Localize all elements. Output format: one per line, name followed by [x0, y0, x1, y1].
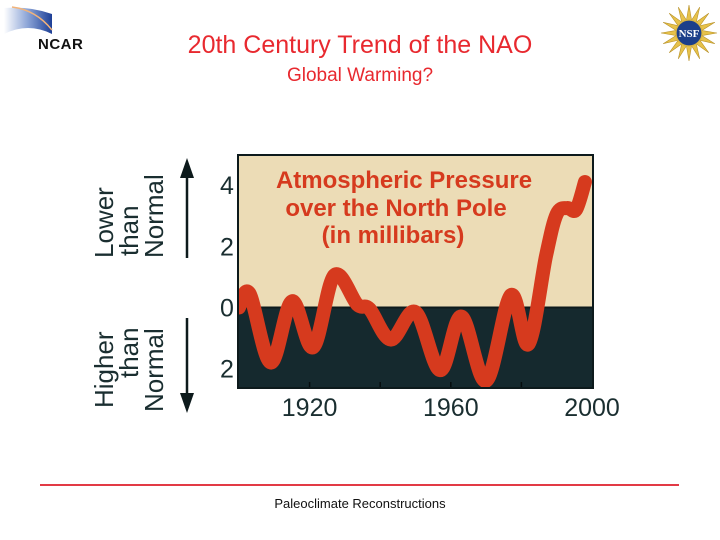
page-subtitle: Global Warming?	[286, 65, 434, 86]
arrow-up-icon	[180, 158, 194, 258]
x-minor-ticks	[308, 382, 523, 387]
chart-title-line-1: Atmospheric Pressure	[276, 167, 532, 194]
y-label-upper-line-2: than	[114, 205, 144, 256]
y-label-upper-line-1: Lower	[89, 187, 119, 258]
nsf-logo-text: NSF	[679, 28, 700, 40]
chart-title-line-3: (in millibars)	[322, 222, 465, 249]
footer-text: Paleoclimate Reconstructions	[274, 496, 446, 511]
arrow-down-icon	[180, 318, 194, 413]
ncar-logo-icon	[4, 6, 53, 34]
y-label-lower-line-1: Higher	[89, 331, 119, 408]
y-label-lower-line-3: Normal	[139, 328, 169, 412]
upper-region	[239, 156, 592, 308]
plot-frame	[237, 154, 594, 389]
x-tick-label: 1920	[282, 394, 338, 422]
y-tick-label: 4	[220, 172, 234, 200]
page-title: 20th Century Trend of the NAO	[187, 31, 533, 59]
y-label-lower-line-2: than	[114, 327, 144, 378]
x-tick-label: 2000	[564, 394, 620, 422]
footer-divider	[40, 484, 679, 486]
ncar-label: NCAR	[38, 36, 84, 53]
x-tick-label: 1960	[423, 394, 479, 422]
y-tick-label: 2	[220, 356, 234, 384]
y-tick-label: 2	[220, 233, 234, 261]
y-tick-label: 0	[220, 294, 234, 322]
y-label-upper-line-3: Normal	[139, 174, 169, 258]
chart-title-line-2: over the North Pole	[285, 195, 506, 222]
y-label-lower: Higher than Normal	[89, 327, 169, 412]
series-line-nao	[239, 175, 592, 387]
nsf-logo-icon: NSF	[660, 4, 718, 62]
y-label-upper: Lower than Normal	[89, 174, 169, 258]
